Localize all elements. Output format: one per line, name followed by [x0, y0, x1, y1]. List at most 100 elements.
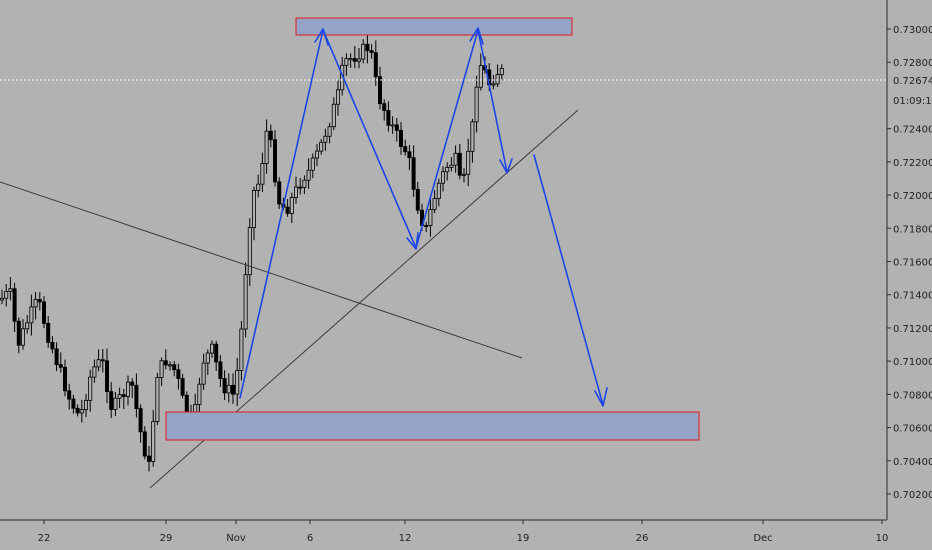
candle-body	[285, 206, 290, 214]
candle-body	[88, 376, 93, 401]
candle-body	[256, 183, 261, 191]
candle-body	[239, 328, 244, 371]
candle-body	[138, 408, 143, 433]
candle-body	[105, 360, 110, 392]
candle-body	[209, 343, 214, 354]
candle-body	[424, 225, 429, 228]
candle-body	[495, 74, 500, 85]
candle-body	[344, 58, 349, 66]
candle-body	[327, 126, 332, 137]
candle-body	[428, 209, 433, 226]
current-price-box	[888, 73, 932, 87]
arrow-leg-2	[322, 29, 417, 249]
candle-body	[407, 151, 412, 159]
candle-body	[79, 409, 84, 414]
candle-body	[205, 352, 210, 364]
time-tick-label: 12	[399, 533, 412, 544]
candle-body	[411, 157, 416, 190]
pattern-arrows	[239, 27, 608, 407]
candle-body	[201, 362, 206, 385]
candle-body	[415, 188, 420, 211]
candle-body	[361, 43, 366, 60]
candle-body	[121, 394, 126, 397]
candle-body	[445, 167, 450, 173]
candle-body	[142, 431, 147, 457]
arrow-leg-4	[477, 29, 508, 173]
price-tick-label: 0.72400	[893, 125, 932, 136]
candle-body	[126, 381, 131, 397]
candle-body	[386, 110, 391, 126]
candle-body	[453, 152, 458, 166]
arrow-head-2	[406, 232, 419, 250]
candle-body	[432, 198, 437, 210]
candle-body	[33, 299, 38, 308]
candle-body	[365, 43, 370, 52]
time-tick-label: 19	[517, 533, 530, 544]
candle-body	[159, 360, 164, 378]
time-tick-label: 6	[307, 533, 313, 544]
arrow-leg-3	[415, 29, 479, 249]
support-zone	[165, 411, 700, 441]
price-tick-label: 0.70200	[893, 490, 932, 501]
candle-body	[247, 227, 252, 276]
candle-body	[436, 182, 441, 199]
candle-body	[146, 455, 151, 462]
candle-body	[352, 58, 357, 62]
candle-body	[117, 394, 122, 399]
candle-body	[377, 76, 382, 105]
candle-body	[226, 384, 231, 394]
price-tick-label: 0.71000	[893, 357, 932, 368]
candle-body	[251, 190, 256, 228]
time-tick-label: Nov	[226, 533, 246, 544]
candle-body	[54, 348, 59, 366]
candle-body	[470, 121, 475, 152]
candle-body	[63, 366, 68, 392]
candle-body	[163, 360, 168, 366]
resistance-zone	[295, 17, 573, 36]
candle-body	[499, 68, 504, 75]
candle-body	[356, 58, 361, 62]
price-tick-label: 0.70800	[893, 390, 932, 401]
candle-body	[390, 124, 395, 127]
time-axis-panel[interactable]	[0, 520, 932, 550]
time-tick-label: 29	[160, 533, 173, 544]
candle-body	[298, 186, 303, 189]
price-tick-labels: 0.73000 0.72800 0.72400 0.72200 0.72000 0.718…	[887, 25, 932, 501]
candle-body	[457, 152, 462, 176]
candle-body	[222, 378, 227, 394]
arrow-head-3	[469, 27, 484, 45]
current-price-label: 0.72674	[893, 76, 932, 87]
time-tick-label: 10	[876, 533, 889, 544]
candle-body	[25, 322, 30, 330]
candle-body	[466, 150, 471, 175]
candle-body	[235, 370, 240, 395]
candle-body	[92, 366, 97, 378]
candle-body	[230, 384, 235, 395]
candle-body	[172, 364, 177, 371]
candle-body	[214, 343, 219, 363]
candle-body	[167, 364, 172, 367]
candle-body	[478, 65, 483, 88]
candle-body	[29, 306, 34, 324]
candle-body	[96, 359, 101, 368]
price-tick-label: 0.72800	[893, 58, 932, 69]
candle-body	[67, 390, 72, 400]
candle-body	[155, 377, 160, 422]
time-tick-label: Dec	[753, 533, 772, 544]
price-tick-label: 0.70600	[893, 424, 932, 435]
candle-body	[75, 407, 80, 414]
candle-body	[46, 323, 51, 343]
candle-body	[0, 297, 4, 301]
arrow-leg-5	[533, 154, 604, 406]
price-tick-label: 0.71200	[893, 324, 932, 335]
price-tick-label: 0.72000	[893, 191, 932, 202]
candle-body	[37, 299, 42, 303]
descending-trendline	[0, 181, 523, 359]
price-tick-label: 0.71800	[893, 224, 932, 235]
candle-body	[8, 288, 13, 292]
candle-body	[373, 52, 378, 78]
candle-body	[348, 58, 353, 61]
candle-body	[302, 179, 307, 188]
